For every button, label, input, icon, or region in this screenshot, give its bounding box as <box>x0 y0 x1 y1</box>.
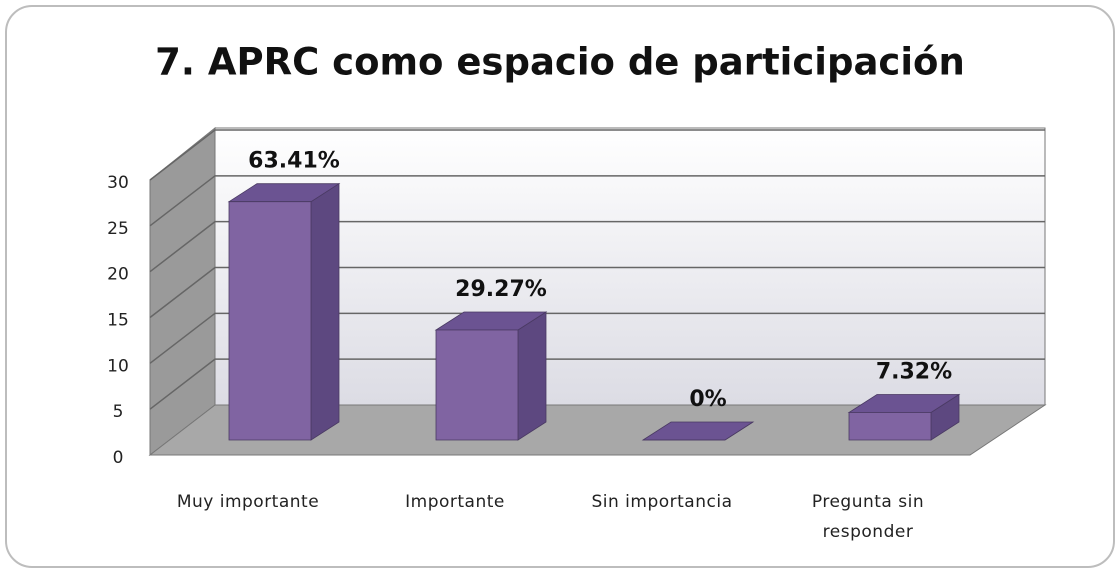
bar <box>641 421 755 441</box>
y-tick-label: 15 <box>107 311 129 331</box>
grid-line <box>149 312 1045 364</box>
bar <box>847 393 961 441</box>
bar-front <box>848 412 932 441</box>
bar <box>227 182 341 441</box>
y-tick-label: 25 <box>107 219 129 239</box>
grid-line <box>149 129 1045 181</box>
bar-side <box>310 182 340 441</box>
grid-line <box>149 266 1045 319</box>
side-wall <box>149 126 216 457</box>
grid-line <box>149 175 1045 227</box>
bar <box>434 311 548 441</box>
bar-side <box>517 311 547 441</box>
floor <box>148 404 1047 456</box>
value-label: 63.41% <box>248 149 340 174</box>
grid-line <box>149 220 1045 273</box>
y-tick-label: 0 <box>113 448 124 468</box>
y-tick-label: 5 <box>113 402 124 422</box>
value-label: 0% <box>689 387 726 412</box>
value-label: 7.32% <box>876 360 952 385</box>
y-tick-label: 30 <box>107 173 129 193</box>
x-tick-label: Muy importante <box>176 492 320 512</box>
x-tick-label: Importante <box>405 492 505 512</box>
value-label: 29.27% <box>455 277 547 302</box>
x-tick-label: Sin importancia <box>591 492 733 512</box>
bar-front <box>435 329 519 441</box>
chart-title: 7. APRC como espacio de participación <box>155 41 965 84</box>
bar-front <box>228 201 312 441</box>
x-tick-label: Pregunta sin responder <box>811 492 925 542</box>
y-tick-label: 20 <box>107 265 129 285</box>
grid-line <box>149 358 1045 410</box>
y-tick-label: 10 <box>107 356 129 376</box>
